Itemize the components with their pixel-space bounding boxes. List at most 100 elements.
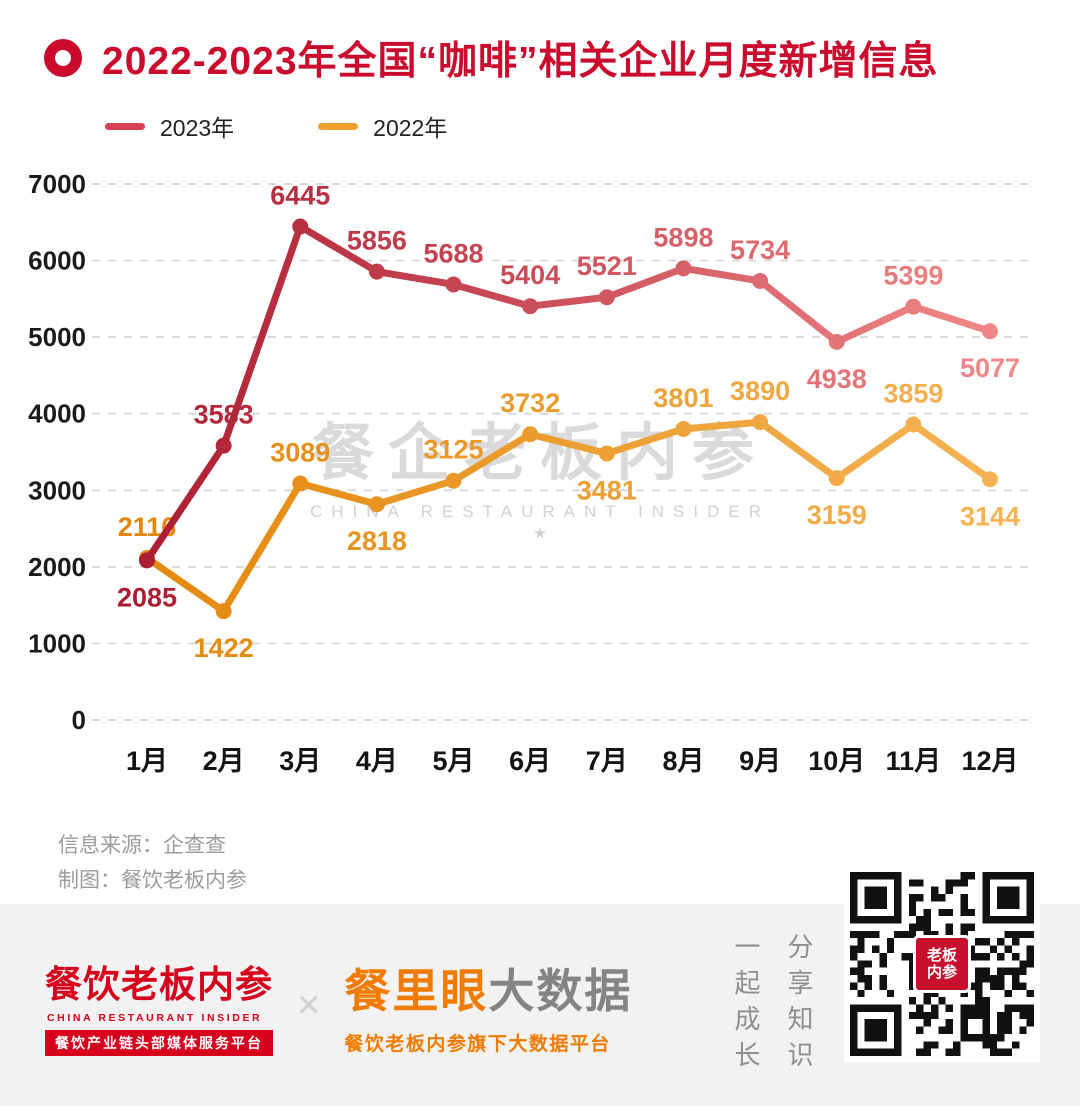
data-label: 3732 <box>500 388 560 418</box>
qr-module <box>857 967 865 976</box>
qr-module <box>1004 945 1012 953</box>
data-label: 5521 <box>577 251 637 281</box>
qr-module <box>967 1011 976 1020</box>
qr-module <box>1019 1026 1027 1034</box>
qr-module <box>1004 1048 1012 1056</box>
x-tick-label: 6月 <box>509 746 551 776</box>
qr-module <box>975 952 983 961</box>
qr-module <box>989 945 998 953</box>
qr-module <box>982 1026 990 1034</box>
y-tick-label: 5000 <box>28 322 86 352</box>
series-line-2023年 <box>143 222 994 564</box>
qr-module <box>930 1004 939 1012</box>
data-label: 3144 <box>960 501 1020 531</box>
data-label: 4938 <box>807 364 867 394</box>
qr-module <box>975 938 983 946</box>
series-line-2022年 <box>143 418 994 615</box>
x-tick-label: 7月 <box>586 746 628 776</box>
qr-module <box>916 894 924 902</box>
qr-module <box>908 967 917 976</box>
product-suffix: 大数据 <box>488 964 633 1017</box>
product-logo: 餐里眼 大数据 餐饮老板内参旗下大数据平台 <box>344 955 632 1056</box>
qr-module <box>982 1019 990 1027</box>
y-tick-label: 3000 <box>28 475 86 505</box>
qr-module <box>930 930 939 939</box>
qr-module <box>960 901 968 909</box>
multiply-icon: × <box>297 982 321 1027</box>
qr-module <box>857 938 865 946</box>
qr-module <box>916 1026 924 1034</box>
data-label: 3859 <box>883 379 943 409</box>
data-point <box>982 471 998 488</box>
qr-module <box>916 916 924 924</box>
legend-label-2022: 2022年 <box>373 115 448 141</box>
qr-module <box>1026 952 1034 961</box>
qr-module <box>1019 1011 1027 1020</box>
qr-module <box>850 945 858 953</box>
qr-module <box>945 879 954 887</box>
qr-module <box>857 930 865 939</box>
data-label: 3159 <box>807 500 867 530</box>
qr-module <box>879 975 887 983</box>
qr-module <box>872 945 880 953</box>
qr-module <box>1004 1011 1012 1020</box>
data-label: 5734 <box>730 235 790 265</box>
qr-module <box>864 982 873 990</box>
qr-module <box>894 930 902 939</box>
qr-module <box>908 908 917 917</box>
qr-module <box>982 952 990 961</box>
source-note: 信息来源：企查查 制图：餐饮老板内参 <box>58 828 1080 898</box>
qr-module <box>997 975 1005 983</box>
qr-module <box>982 938 990 946</box>
qr-module <box>945 930 954 939</box>
qr-module <box>945 1026 954 1034</box>
qr-module <box>1011 938 1020 946</box>
product-name-row: 餐里眼 大数据 <box>344 955 632 1021</box>
qr-module <box>967 982 976 990</box>
x-tick-label: 9月 <box>739 746 781 776</box>
qr-module <box>960 1026 968 1034</box>
qr-module <box>864 975 873 983</box>
qr-module <box>960 894 968 902</box>
qr-module <box>960 923 968 931</box>
source-line: 信息来源：企查查 <box>58 834 226 857</box>
data-label: 3801 <box>653 383 713 413</box>
data-point <box>215 437 232 454</box>
qr-module <box>960 908 968 917</box>
slogan-left: 一起成长 <box>731 933 761 1077</box>
data-label: 2818 <box>347 526 407 556</box>
qr-module <box>938 908 946 917</box>
qr-module <box>1004 1004 1012 1012</box>
qr-module <box>1004 1026 1012 1034</box>
qr-module <box>975 1033 983 1042</box>
data-point <box>368 496 385 513</box>
qr-module <box>850 952 858 961</box>
qr-module <box>1026 960 1034 968</box>
qr-module <box>872 930 880 939</box>
qr-module <box>864 930 873 939</box>
qr-module <box>908 982 917 990</box>
data-label: 5077 <box>960 353 1020 383</box>
qr-module <box>960 930 968 939</box>
qr-pattern <box>850 872 1034 1056</box>
data-point <box>675 420 692 437</box>
qr-label-line1: 老板 <box>926 946 957 964</box>
qr-module <box>1026 945 1034 953</box>
qr-module <box>923 1041 931 1049</box>
qr-module <box>1004 930 1012 939</box>
qr-module <box>945 1019 954 1027</box>
qr-module <box>1019 930 1027 939</box>
qr-module <box>975 975 983 983</box>
qr-module <box>923 923 931 931</box>
qr-module <box>857 989 865 998</box>
qr-module <box>960 1011 968 1020</box>
qr-module <box>923 908 931 917</box>
qr-label-line2: 内参 <box>926 964 957 981</box>
qr-code: 老板 内参 <box>844 866 1040 1062</box>
qr-module <box>908 997 917 1005</box>
qr-module <box>908 1011 917 1020</box>
qr-module <box>997 886 1020 909</box>
credit-line: 制图：餐饮老板内参 <box>58 869 247 892</box>
qr-module <box>960 1033 968 1042</box>
data-label: 5688 <box>424 238 484 268</box>
